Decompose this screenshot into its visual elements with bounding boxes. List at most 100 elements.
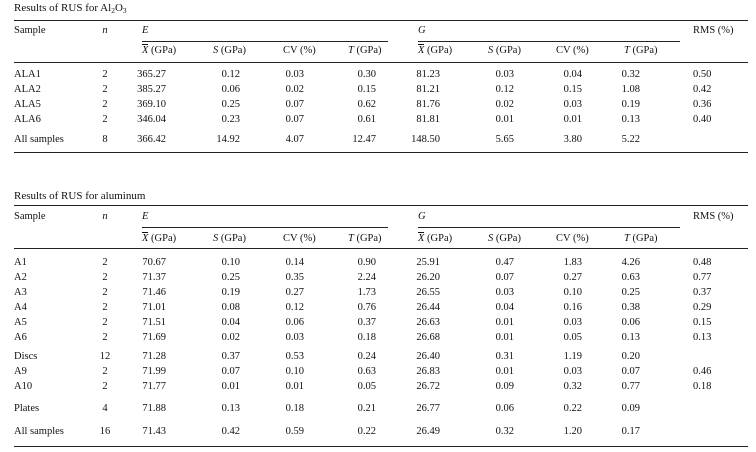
header-rms-label: RMS (%) (693, 211, 734, 222)
table-cell-sample: A10 (14, 381, 33, 392)
table-cell-g-cv: 0.03 (563, 99, 582, 110)
table-cell-e-cv: 0.06 (285, 317, 304, 328)
table-cell-n: 2 (102, 257, 108, 268)
header-e-s: S (GPa) (213, 44, 246, 57)
table1-caption-sub2: 3 (122, 6, 127, 15)
table-cell-e-s: 0.01 (221, 381, 240, 392)
table-cell-g-t: 5.22 (621, 134, 640, 145)
table-cell-e-t: 0.18 (357, 332, 376, 343)
table-cell-e-mean: 366.42 (137, 134, 166, 145)
table-cell-rms: 0.37 (693, 287, 712, 298)
t-unit: (GPa) (629, 45, 658, 56)
table-cell-g-cv: 0.01 (563, 114, 582, 125)
cv-label: CV (%) (556, 233, 589, 244)
table-cell-g-s: 0.01 (495, 114, 514, 125)
table-cell-n: 2 (102, 332, 108, 343)
table-cell-e-mean: 71.01 (142, 302, 166, 313)
table-cell-sample: A2 (14, 272, 27, 283)
table-cell-e-s: 0.04 (221, 317, 240, 328)
t-unit: (GPa) (629, 233, 658, 244)
header-sample-label: Sample (14, 211, 46, 222)
table-cell-g-t: 0.06 (621, 317, 640, 328)
s-unit: (GPa) (493, 45, 521, 56)
table-cell-g-s: 0.12 (495, 84, 514, 95)
table-cell-n: 2 (102, 317, 108, 328)
table-cell-e-mean: 71.99 (142, 366, 166, 377)
cv-label: CV (%) (283, 233, 316, 244)
header-g-t: T (GPa) (624, 232, 658, 245)
table1-e-rule (142, 41, 388, 42)
table-cell-g-s: 0.04 (495, 302, 514, 313)
table-cell-e-t: 0.15 (357, 84, 376, 95)
table-cell-g-mean: 26.20 (416, 272, 440, 283)
t-symbol: T (624, 233, 630, 244)
table2-e-rule (142, 227, 388, 228)
table-cell-g-t: 0.32 (621, 69, 640, 80)
table-cell-g-s: 0.47 (495, 257, 514, 268)
table-cell-e-cv: 0.03 (285, 332, 304, 343)
table-cell-g-t: 0.17 (621, 426, 640, 437)
table-cell-g-mean: 26.72 (416, 381, 440, 392)
table-cell-e-cv: 0.03 (285, 69, 304, 80)
table-cell-e-mean: 71.69 (142, 332, 166, 343)
table-cell-e-t: 0.30 (357, 69, 376, 80)
header-g-label: G (418, 25, 426, 36)
table-cell-g-s: 0.09 (495, 381, 514, 392)
table-cell-e-s: 14.92 (216, 134, 240, 145)
table-cell-rms: 0.36 (693, 99, 712, 110)
header-n: n (95, 24, 115, 37)
table-cell-sample: ALA5 (14, 99, 41, 110)
table-cell-g-s: 5.65 (495, 134, 514, 145)
table-cell-e-s: 0.23 (221, 114, 240, 125)
table-cell-g-s: 0.02 (495, 99, 514, 110)
table1-caption-prefix: Results of RUS for Al (14, 2, 112, 14)
header-g-s: S (GPa) (488, 44, 521, 57)
table-cell-e-t: 0.21 (357, 403, 376, 414)
table-cell-rms: 0.29 (693, 302, 712, 313)
cv-label: CV (%) (283, 45, 316, 56)
table-cell-g-mean: 148.50 (411, 134, 440, 145)
table-cell-g-t: 0.07 (621, 366, 640, 377)
header-g: G (418, 210, 426, 223)
table-cell-e-s: 0.02 (221, 332, 240, 343)
table-cell-n: 2 (102, 287, 108, 298)
table-cell-rms: 0.40 (693, 114, 712, 125)
table-cell-g-mean: 26.68 (416, 332, 440, 343)
table-cell-e-mean: 365.27 (137, 69, 166, 80)
table-cell-e-cv: 0.02 (285, 84, 304, 95)
header-sample: Sample (14, 210, 46, 223)
table-cell-n: 2 (102, 366, 108, 377)
table-cell-e-t: 12.47 (352, 134, 376, 145)
s-unit: (GPa) (218, 233, 246, 244)
table-cell-g-mean: 81.81 (416, 114, 440, 125)
table-cell-e-mean: 71.43 (142, 426, 166, 437)
table-cell-e-s: 0.25 (221, 99, 240, 110)
s-unit: (GPa) (493, 233, 521, 244)
table-cell-n: 2 (102, 272, 108, 283)
table-cell-sample: A1 (14, 257, 27, 268)
table-cell-sample: A3 (14, 287, 27, 298)
x-bar-symbol: X (142, 232, 149, 244)
table-cell-g-t: 1.08 (621, 84, 640, 95)
table-cell-g-mean: 26.63 (416, 317, 440, 328)
table-cell-g-s: 0.31 (495, 351, 514, 362)
header-g: G (418, 24, 426, 37)
table-cell-g-cv: 0.04 (563, 69, 582, 80)
table-cell-g-t: 0.13 (621, 332, 640, 343)
table-cell-g-cv: 0.05 (563, 332, 582, 343)
table-cell-rms: 0.50 (693, 69, 712, 80)
table-cell-e-t: 0.24 (357, 351, 376, 362)
table-cell-e-mean: 369.10 (137, 99, 166, 110)
header-rms: RMS (%) (693, 24, 734, 37)
table1-bottom-rule (14, 152, 748, 153)
x-bar-unit: (GPa) (148, 233, 177, 244)
table-cell-e-t: 1.73 (357, 287, 376, 298)
table-cell-g-cv: 0.15 (563, 84, 582, 95)
table-cell-e-mean: 71.46 (142, 287, 166, 298)
header-n-label: n (102, 211, 108, 222)
table-cell-g-t: 0.09 (621, 403, 640, 414)
table-cell-e-t: 0.76 (357, 302, 376, 313)
table-cell-rms: 0.15 (693, 317, 712, 328)
table1-g-rule (418, 41, 680, 42)
table1-caption-mid: O (114, 2, 123, 14)
